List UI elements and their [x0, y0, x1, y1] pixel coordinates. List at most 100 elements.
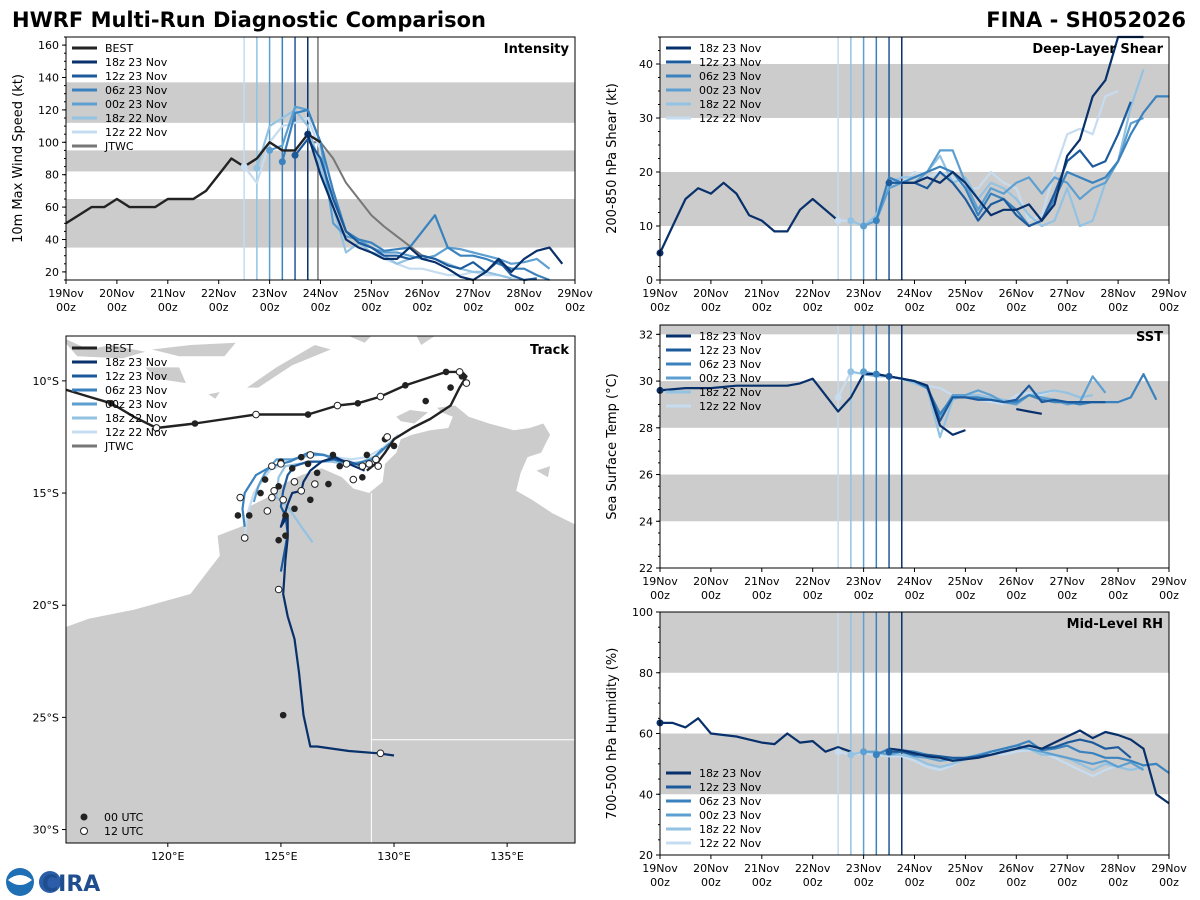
x-tick-label: 28Nov — [506, 287, 542, 300]
marker-12utc — [374, 462, 382, 470]
x-tick-label: 00z — [905, 589, 925, 602]
series-line — [660, 717, 1170, 805]
x-tick-label: 21Nov — [744, 862, 780, 875]
marker-00utc — [442, 368, 450, 376]
y-tick-label: 80 — [639, 667, 653, 680]
y-axis-label: 700-500 hPa Humidity (%) — [605, 648, 620, 820]
legend-label: 18z 23 Nov — [699, 767, 762, 780]
y-tick-label: 60 — [639, 728, 653, 741]
y-tick-label: 60 — [45, 201, 59, 214]
marker-00utc — [257, 489, 264, 497]
series-line — [889, 101, 1132, 228]
map-content — [66, 336, 575, 843]
y-tick-label: 40 — [639, 788, 653, 801]
marker-12utc — [252, 410, 260, 419]
island — [145, 367, 186, 384]
legend-label: 12z 23 Nov — [699, 56, 762, 69]
x-tick-label: 25Nov — [948, 287, 984, 300]
x-tick-label: 21Nov — [744, 575, 780, 588]
lat-tick-label: 20°S — [33, 599, 59, 612]
x-tick-label: 29Nov — [1151, 862, 1187, 875]
x-tick-label: 00z — [1159, 589, 1179, 602]
legend-label: BEST — [105, 342, 133, 355]
legend-label: 00z 23 Nov — [699, 372, 762, 385]
marker-12utc — [274, 585, 283, 594]
marker-00utc — [191, 420, 199, 427]
x-tick-label: 00z — [650, 301, 670, 314]
x-tick-label: 23Nov — [252, 287, 288, 300]
island — [348, 336, 372, 343]
shaded-band — [66, 82, 575, 123]
x-tick-label: 25Nov — [948, 862, 984, 875]
legend-label: 06z 23 Nov — [105, 84, 168, 97]
marker-00utc — [354, 400, 362, 407]
x-tick-label: 00z — [514, 301, 534, 314]
island — [208, 392, 220, 399]
lon-tick-label: 120°E — [151, 850, 184, 863]
marker-00utc — [422, 397, 429, 405]
marker-12utc — [365, 460, 373, 468]
x-tick-label: 24Nov — [897, 287, 933, 300]
x-tick-label: 26Nov — [405, 287, 441, 300]
marker-00utc — [336, 462, 344, 470]
legend-label: JTWC — [104, 440, 134, 453]
x-tick-label: 00z — [803, 301, 823, 314]
legend-label: 18z 23 Nov — [699, 330, 762, 343]
run-init-point — [872, 370, 880, 378]
x-tick-label: 27Nov — [1049, 287, 1085, 300]
marker-00utc — [282, 512, 289, 519]
shaded-band — [660, 325, 1169, 335]
y-tick-label: 22 — [639, 562, 653, 575]
lat-tick-label: 10°S — [33, 375, 59, 388]
y-tick-label: 140 — [38, 72, 59, 85]
marker-00utc — [279, 711, 287, 719]
marker-00utc — [325, 480, 332, 488]
x-tick-label: 19Nov — [642, 575, 678, 588]
x-tick-label: 00z — [905, 876, 925, 889]
x-tick-label: 19Nov — [48, 287, 84, 300]
x-tick-label: 20Nov — [99, 287, 135, 300]
x-tick-label: 00z — [854, 301, 874, 314]
jtwc-line — [307, 141, 423, 257]
y-tick-label: 24 — [639, 515, 653, 528]
y-tick-label: 26 — [639, 469, 653, 482]
run-init-point — [278, 158, 286, 166]
x-tick-label: 00z — [1159, 301, 1179, 314]
marker-00utc — [261, 476, 269, 483]
legend-label: 18z 22 Nov — [105, 412, 168, 425]
series-line — [659, 35, 1144, 254]
legend-label: 12z 22 Nov — [105, 426, 168, 439]
marker-12utc — [383, 433, 392, 441]
marker-12utc — [372, 455, 380, 464]
x-tick-label: 27Nov — [1049, 575, 1085, 588]
shaded-band — [660, 172, 1169, 226]
x-tick-label: 00z — [701, 301, 721, 314]
marker-12utc — [240, 534, 249, 542]
x-tick-label: 00z — [362, 301, 382, 314]
island — [66, 339, 146, 359]
y-tick-label: 20 — [639, 166, 653, 179]
marker-12utc — [236, 493, 244, 502]
marker-00utc — [359, 474, 366, 481]
x-tick-label: 00z — [1057, 589, 1077, 602]
x-tick-label: 00z — [752, 876, 772, 889]
cira-logo-text: CIRA — [42, 872, 100, 897]
lat-tick-label: 15°S — [33, 487, 59, 500]
x-tick-label: 20Nov — [693, 287, 729, 300]
island — [152, 342, 236, 357]
map-frame — [65, 335, 576, 844]
x-tick-label: 00z — [1006, 589, 1026, 602]
australia-landmass — [66, 405, 575, 843]
x-tick-label: 00z — [260, 301, 280, 314]
legend-label: 18z 23 Nov — [105, 56, 168, 69]
run-init-point — [872, 751, 880, 759]
marker-12utc — [290, 478, 299, 486]
marker-00utc — [107, 400, 115, 407]
run-init-point — [860, 368, 868, 376]
y-tick-label: 40 — [45, 234, 59, 247]
x-tick-label: 27Nov — [455, 287, 491, 300]
marker-12utc — [152, 424, 161, 432]
x-tick-label: 00z — [1159, 876, 1179, 889]
y-tick-label: 20 — [639, 849, 653, 862]
legend-label: 18z 23 Nov — [699, 42, 762, 55]
